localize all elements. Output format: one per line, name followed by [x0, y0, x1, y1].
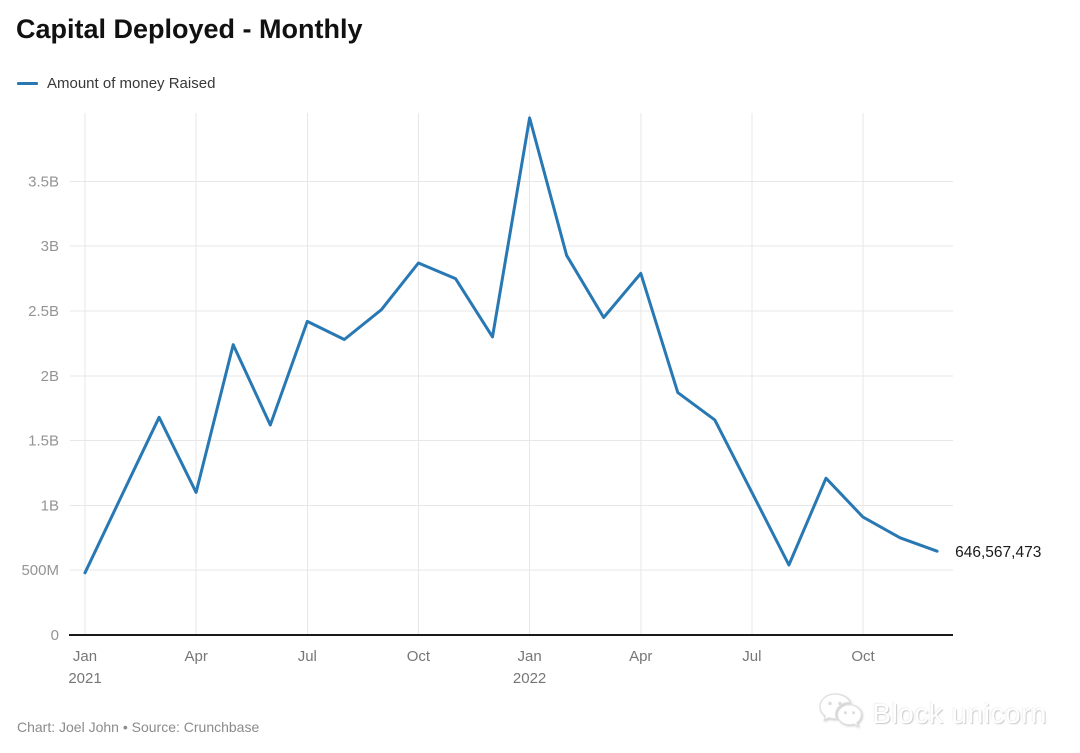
x-axis-label: Oct: [851, 648, 875, 665]
watermark-text: Block unicorn: [872, 697, 1047, 729]
end-value-label: 646,567,473: [955, 544, 1041, 561]
watermark: Block unicorn: [818, 692, 1047, 735]
x-axis-label: Jan: [73, 648, 97, 665]
footer-credit: Chart: Joel John • Source: Crunchbase: [17, 719, 260, 735]
data-line: [83, 116, 939, 575]
chat-bubbles-icon: [818, 692, 864, 735]
x-axis-label: Apr: [629, 648, 652, 665]
x-axis-year-label: 2022: [513, 670, 546, 687]
y-axis-label: 2B: [41, 368, 59, 385]
x-axis-year-label: 2021: [68, 670, 101, 687]
x-axis-label: Jul: [742, 648, 761, 665]
legend: Amount of money Raised: [17, 75, 215, 92]
y-axis-label: 1B: [41, 497, 59, 514]
x-axis-label: Jul: [298, 648, 317, 665]
y-axis-label: 2.5B: [28, 303, 59, 320]
y-axis-label: 500M: [21, 562, 59, 579]
chart-title: Capital Deployed - Monthly: [16, 14, 363, 44]
legend-line-swatch: [17, 82, 38, 85]
x-axis-label: Jan: [518, 648, 542, 665]
y-axis-label: 0: [51, 627, 59, 644]
y-axis-label: 3.5B: [28, 173, 59, 190]
y-axis-label: 3B: [41, 238, 59, 255]
x-axis-label: Apr: [184, 648, 207, 665]
x-axis-label: Oct: [407, 648, 431, 665]
legend-label: Amount of money Raised: [47, 75, 216, 92]
y-axis-label: 1.5B: [28, 433, 59, 450]
